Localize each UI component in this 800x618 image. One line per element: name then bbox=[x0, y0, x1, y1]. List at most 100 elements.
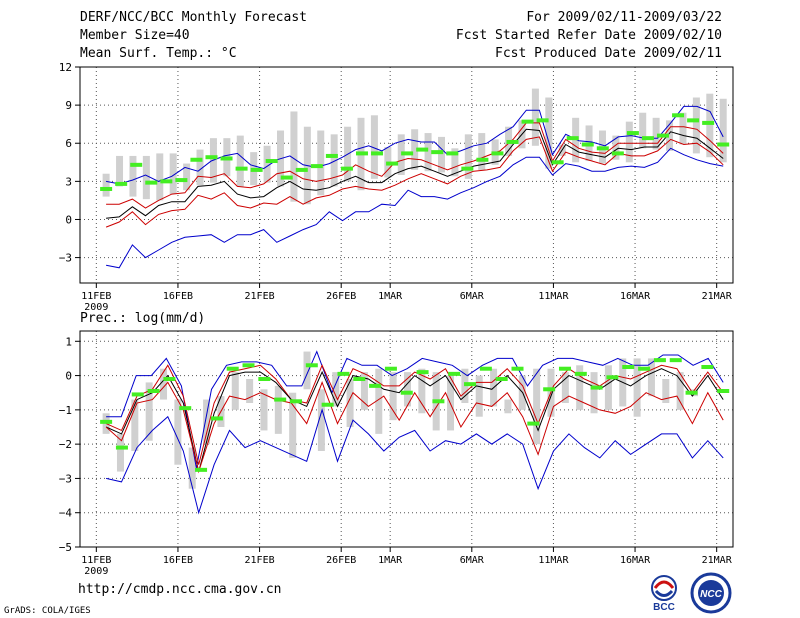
ensemble-mean-marker bbox=[369, 383, 382, 388]
ensemble-mean-marker bbox=[431, 150, 444, 155]
extreme-min-line bbox=[105, 408, 724, 515]
footer-url[interactable]: http://cmdp.ncc.cma.gov.cn bbox=[78, 582, 282, 597]
year-label: 2009 bbox=[84, 566, 108, 577]
ensemble-mean-marker bbox=[448, 371, 461, 376]
spread-box bbox=[332, 372, 340, 407]
ensemble-mean-marker bbox=[685, 390, 698, 395]
bcc-logo: BCC bbox=[651, 575, 677, 612]
spread-box bbox=[647, 358, 655, 397]
y-tick-label: 6 bbox=[65, 137, 72, 150]
ensemble-mean-marker bbox=[511, 366, 524, 371]
spread-box bbox=[360, 372, 368, 410]
spread-box bbox=[418, 368, 426, 414]
spread-box bbox=[145, 382, 153, 441]
y-tick-label: 0 bbox=[65, 213, 72, 226]
ensemble-mean-marker bbox=[337, 371, 350, 376]
spread-box bbox=[676, 372, 684, 410]
spread-box bbox=[633, 358, 641, 417]
x-tick-label: 11MAR bbox=[538, 291, 569, 302]
plot-frame bbox=[79, 66, 734, 284]
plot-frame bbox=[79, 330, 734, 548]
upper-quartile-line bbox=[106, 122, 724, 209]
spread-box bbox=[666, 120, 674, 151]
spread-box bbox=[478, 133, 486, 170]
ensemble-mean-marker bbox=[289, 399, 302, 404]
ensemble-mean-marker bbox=[355, 151, 368, 156]
ensemble-mean-marker bbox=[195, 467, 208, 472]
spread-box bbox=[263, 145, 271, 183]
median-line bbox=[105, 368, 724, 472]
spread-box bbox=[625, 121, 633, 163]
ensemble-mean-marker bbox=[265, 159, 278, 164]
spread-box bbox=[561, 372, 569, 403]
spread-box bbox=[531, 88, 539, 146]
ensemble-mean-marker bbox=[641, 136, 654, 141]
y-tick-label: 0 bbox=[65, 370, 72, 383]
ensemble-mean-marker bbox=[190, 157, 203, 162]
member-size: Member Size=40 bbox=[80, 28, 190, 43]
spread-box bbox=[160, 368, 168, 400]
spread-box bbox=[576, 365, 584, 410]
spread-box bbox=[183, 163, 191, 191]
x-tick-label: 16FEB bbox=[163, 291, 193, 302]
ensemble-mean-marker bbox=[590, 385, 603, 390]
spread-box bbox=[545, 97, 553, 169]
ensemble-mean-marker bbox=[574, 371, 587, 376]
extreme-max-line bbox=[106, 105, 724, 185]
spread-box bbox=[662, 379, 670, 403]
x-tick-label: 26FEB bbox=[326, 291, 356, 302]
x-tick-label: 6MAR bbox=[460, 291, 485, 302]
footer-url-text: http://cmdp.ncc.cma.gov.cn bbox=[78, 582, 282, 597]
spread-box bbox=[102, 173, 110, 197]
y-tick-label: 12 bbox=[59, 61, 72, 74]
produced-date: Fcst Produced Date 2009/02/11 bbox=[495, 46, 722, 61]
spread-box bbox=[174, 399, 182, 465]
spread-box bbox=[129, 155, 137, 197]
ensemble-mean-marker bbox=[672, 113, 685, 118]
ensemble-mean-marker bbox=[446, 151, 459, 156]
upper-quartile-line bbox=[105, 364, 724, 465]
ensemble-mean-marker bbox=[495, 377, 508, 381]
ensemble-mean-marker bbox=[622, 365, 635, 369]
ensemble-mean-marker bbox=[250, 167, 263, 172]
ensemble-mean-marker bbox=[130, 162, 143, 167]
ncc-logo: NCC bbox=[690, 572, 732, 614]
y-tick-label: −3 bbox=[59, 252, 72, 265]
spread-box bbox=[692, 97, 700, 154]
spread-box bbox=[403, 372, 411, 407]
spread-box bbox=[142, 155, 150, 200]
temperature-panel: −3 0 3 6 9 12 11FEB 16FEB 21FEB 26FEB 1MAR 6MAR 11MA… bbox=[59, 61, 734, 313]
ensemble-mean-marker bbox=[321, 402, 334, 407]
ensemble-mean-marker bbox=[464, 382, 477, 387]
y-tick-label: −2 bbox=[59, 438, 72, 451]
extreme-min-line bbox=[106, 147, 724, 269]
ensemble-mean-marker bbox=[226, 366, 239, 371]
ensemble-mean-marker bbox=[432, 399, 445, 404]
ensemble-mean-marker bbox=[371, 151, 384, 156]
spread-box bbox=[116, 155, 124, 187]
spread-box bbox=[188, 447, 196, 489]
spread-box bbox=[464, 134, 472, 179]
ensemble-mean-marker bbox=[626, 131, 639, 136]
ensemble-mean-marker bbox=[543, 387, 556, 392]
spread-box bbox=[504, 399, 512, 414]
spread-box bbox=[389, 372, 397, 421]
spread-box bbox=[437, 136, 445, 173]
bcc-logo-text: BCC bbox=[653, 602, 675, 612]
ensemble-mean-marker bbox=[179, 406, 192, 411]
ensemble-mean-marker bbox=[416, 147, 429, 152]
x-tick-label: 1MAR bbox=[378, 555, 403, 566]
spread-box bbox=[156, 153, 164, 201]
ensemble-mean-marker bbox=[147, 389, 160, 393]
ensemble-mean-marker bbox=[100, 186, 113, 191]
ensemble-mean-marker bbox=[160, 179, 173, 184]
precip-label: Prec.: log(mm/d) bbox=[80, 311, 206, 326]
ensemble-mean-marker bbox=[606, 375, 619, 380]
ensemble-mean-marker bbox=[581, 142, 594, 147]
ensemble-mean-marker bbox=[566, 136, 579, 141]
variable-label: Mean Surf. Temp.: °C bbox=[80, 46, 237, 61]
x-tick-label: 11FEB bbox=[81, 291, 111, 302]
spread-box bbox=[612, 135, 620, 160]
ensemble-mean-marker bbox=[506, 139, 519, 144]
year-label: 2009 bbox=[84, 302, 108, 313]
